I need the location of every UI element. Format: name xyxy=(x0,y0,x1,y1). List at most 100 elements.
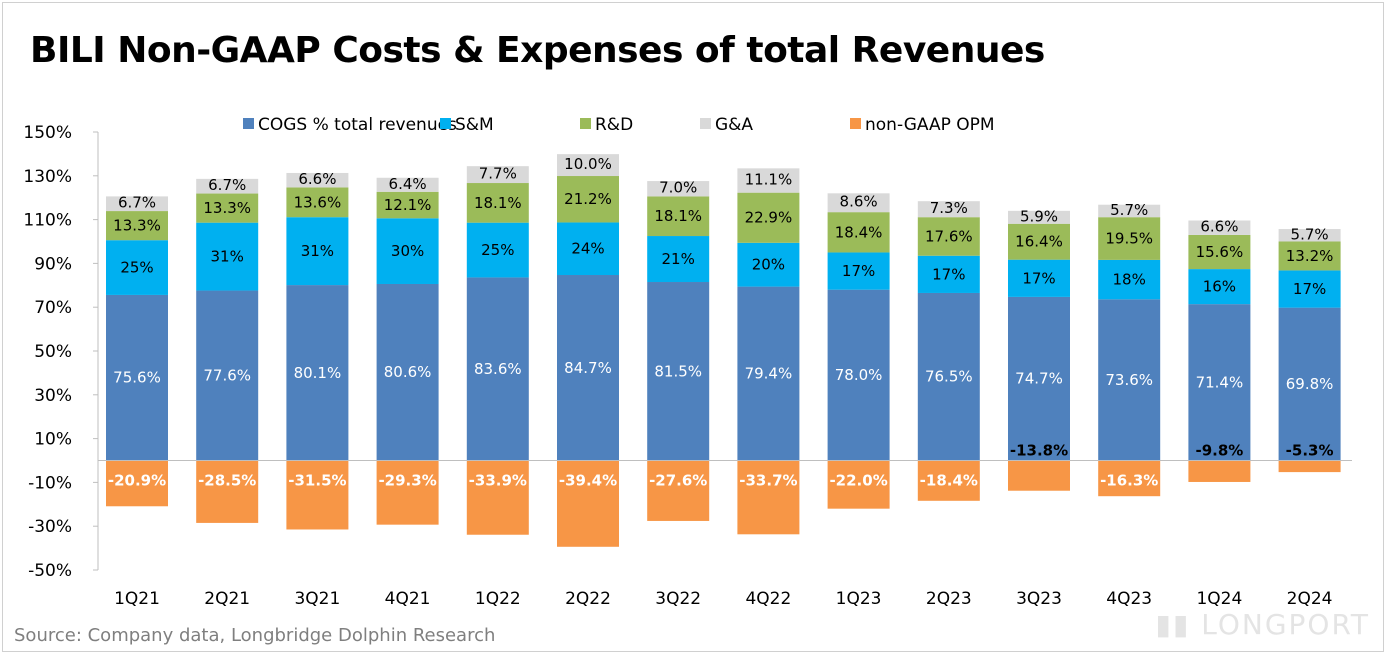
x-tick-label: 2Q23 xyxy=(926,589,972,609)
bar-sm-3Q23 xyxy=(1008,259,1070,297)
data-label: 18.1% xyxy=(654,207,702,225)
data-label: 84.7% xyxy=(564,359,612,377)
data-label: 69.8% xyxy=(1286,375,1334,393)
y-tick-label: 10% xyxy=(34,430,72,450)
bar-opm-1Q24 xyxy=(1188,460,1251,482)
bar-rd-2Q21 xyxy=(196,193,259,223)
bar-sm-3Q21 xyxy=(286,217,349,286)
data-label: 79.4% xyxy=(745,365,793,383)
bar-sm-2Q23 xyxy=(917,255,980,293)
bar-cogs-2Q22 xyxy=(557,275,619,461)
y-tick-label: -10% xyxy=(28,473,72,493)
data-label: 17% xyxy=(932,265,965,283)
bar-cogs-3Q23 xyxy=(1008,296,1070,461)
data-label: 15.6% xyxy=(1196,243,1244,261)
bar-rd-2Q22 xyxy=(557,176,619,223)
data-label: 5.7% xyxy=(1291,225,1329,243)
data-label: 17.6% xyxy=(925,227,973,245)
y-tick-label: 30% xyxy=(34,386,72,406)
bar-opm-4Q23 xyxy=(1098,460,1161,497)
y-tick-label: -30% xyxy=(28,517,72,537)
bar-cogs-4Q23 xyxy=(1098,299,1161,461)
data-label: 80.1% xyxy=(294,364,342,382)
opm-data-label: -13.8% xyxy=(1010,442,1068,460)
bar-cogs-4Q21 xyxy=(376,283,439,461)
data-label: 13.3% xyxy=(113,217,161,235)
bar-cogs-1Q22 xyxy=(466,277,529,461)
bar-cogs-2Q23 xyxy=(917,292,980,461)
data-label: 18.1% xyxy=(474,194,522,212)
bar-sm-3Q22 xyxy=(647,236,710,283)
opm-data-label: -28.5% xyxy=(198,472,256,490)
bar-rd-1Q22 xyxy=(466,183,529,223)
bar-cogs-1Q23 xyxy=(827,289,890,461)
data-label: 10.0% xyxy=(564,155,612,173)
legend-swatch-3 xyxy=(700,118,711,129)
data-label: 71.4% xyxy=(1196,373,1244,391)
bar-sm-4Q21 xyxy=(376,218,439,284)
data-label: 20% xyxy=(752,256,785,274)
data-label: 12.1% xyxy=(384,196,432,214)
bar-rd-1Q24 xyxy=(1188,234,1251,270)
legend-swatch-1 xyxy=(440,118,451,129)
x-tick-label: 2Q21 xyxy=(204,589,250,609)
bar-sm-1Q22 xyxy=(466,222,529,278)
y-tick-label: 70% xyxy=(34,298,72,318)
data-label: 16.4% xyxy=(1015,233,1063,251)
bar-ga-1Q22 xyxy=(466,166,529,184)
data-label: 83.6% xyxy=(474,360,522,378)
x-tick-label: 1Q23 xyxy=(836,589,882,609)
data-label: 73.6% xyxy=(1105,371,1153,389)
chart-title: BILI Non-GAAP Costs & Expenses of total … xyxy=(30,30,1045,71)
data-label: 25% xyxy=(120,259,153,277)
x-tick-label: 2Q24 xyxy=(1287,589,1333,609)
opm-data-label: -27.6% xyxy=(649,472,707,490)
data-label: 7.0% xyxy=(659,179,697,197)
data-label: 18% xyxy=(1113,271,1146,289)
longport-watermark: ▮▮ LONGPORT xyxy=(1155,608,1370,641)
bar-rd-3Q21 xyxy=(286,187,349,218)
x-tick-label: 3Q23 xyxy=(1016,589,1062,609)
data-label: 11.1% xyxy=(745,171,793,189)
bar-sm-1Q21 xyxy=(106,240,168,295)
bar-ga-2Q22 xyxy=(557,154,619,177)
data-label: 6.7% xyxy=(208,176,246,194)
bar-opm-2Q23 xyxy=(917,460,980,501)
bar-cogs-3Q21 xyxy=(286,285,349,461)
opm-data-label: -16.3% xyxy=(1100,472,1158,490)
y-tick-label: 150% xyxy=(23,123,72,143)
legend-label: S&M xyxy=(455,115,494,135)
legend-label: G&A xyxy=(715,115,753,135)
legend-label: R&D xyxy=(595,115,633,135)
bar-ga-3Q22 xyxy=(647,181,710,197)
x-tick-label: 1Q21 xyxy=(114,589,160,609)
bar-opm-1Q23 xyxy=(827,460,890,509)
bar-ga-4Q22 xyxy=(737,168,800,193)
x-tick-label: 4Q23 xyxy=(1106,589,1152,609)
bar-sm-2Q21 xyxy=(196,222,259,291)
bar-opm-2Q21 xyxy=(196,460,259,523)
bar-rd-4Q22 xyxy=(737,192,800,243)
bar-ga-2Q24 xyxy=(1278,229,1341,242)
bar-opm-1Q21 xyxy=(106,460,168,507)
bar-rd-2Q24 xyxy=(1278,241,1341,271)
bar-sm-1Q24 xyxy=(1188,269,1251,305)
legend-label: non-GAAP OPM xyxy=(865,115,995,135)
data-label: 5.7% xyxy=(1110,201,1148,219)
x-tick-label: 2Q22 xyxy=(565,589,611,609)
bar-opm-4Q22 xyxy=(737,460,800,535)
bar-rd-3Q22 xyxy=(647,196,710,237)
opm-data-label: -31.5% xyxy=(288,472,346,490)
data-label: 80.6% xyxy=(384,363,432,381)
data-label: 17% xyxy=(1293,280,1326,298)
data-label: 77.6% xyxy=(203,367,251,385)
legend-swatch-0 xyxy=(243,118,254,129)
y-tick-label: 110% xyxy=(23,211,72,231)
bar-sm-2Q24 xyxy=(1278,270,1341,308)
bar-ga-4Q23 xyxy=(1098,204,1161,218)
data-label: 18.4% xyxy=(835,223,883,241)
bar-sm-1Q23 xyxy=(827,252,890,290)
bar-cogs-3Q22 xyxy=(647,282,710,461)
bar-ga-1Q21 xyxy=(106,196,168,212)
data-label: 13.2% xyxy=(1286,247,1334,265)
